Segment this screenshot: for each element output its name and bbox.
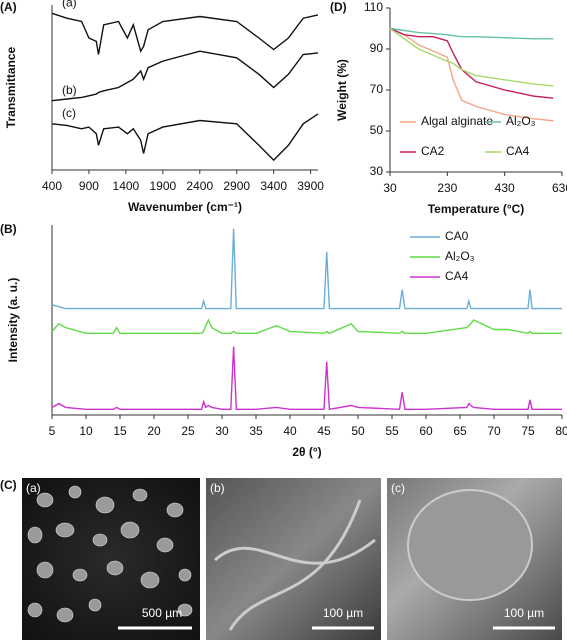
x-tick-label: 1400 <box>113 179 140 193</box>
legend-label: CA2 <box>421 144 445 158</box>
x-tick-label: 35 <box>249 424 263 438</box>
x-tick-label: 75 <box>521 424 535 438</box>
y-axis-label: Transmittance <box>4 46 18 128</box>
panel-label: (C) <box>0 478 17 492</box>
line-series <box>51 318 562 335</box>
line-series <box>389 27 554 99</box>
y-tick-label: 110 <box>364 0 383 14</box>
line-series <box>389 27 554 40</box>
annotation: (b) <box>62 83 77 97</box>
image-label: (c) <box>391 481 405 495</box>
legend-label: Al₂O₃ <box>506 114 536 128</box>
y-tick-label: 50 <box>370 123 384 137</box>
panel-label: (A) <box>0 0 17 14</box>
x-tick-label: 3900 <box>297 179 324 193</box>
x-tick-label: 80 <box>555 424 567 438</box>
scale-label: 100 µm <box>323 606 363 620</box>
y-tick-label: 30 <box>370 164 384 178</box>
line-series <box>389 27 554 87</box>
x-tick-label: 40 <box>283 424 297 438</box>
y-axis-label: Intensity (a. u.) <box>6 278 20 363</box>
x-tick-label: 50 <box>351 424 365 438</box>
x-tick-label: 230 <box>437 181 457 195</box>
line-series <box>51 228 562 310</box>
sheet-edge <box>214 499 376 631</box>
x-tick-label: 30 <box>215 424 229 438</box>
scale-label: 500 µm <box>142 606 182 620</box>
x-tick-label: 10 <box>79 424 93 438</box>
x-tick-label: 30 <box>383 181 397 195</box>
y-tick-label: 90 <box>370 41 384 55</box>
x-tick-label: 60 <box>419 424 433 438</box>
x-tick-label: 25 <box>181 424 195 438</box>
line-series <box>51 12 319 55</box>
legend-label: CA0 <box>445 229 469 243</box>
x-tick-label: 45 <box>317 424 331 438</box>
x-tick-label: 900 <box>79 179 99 193</box>
x-tick-label: 400 <box>42 179 62 193</box>
x-tick-label: 55 <box>385 424 399 438</box>
legend-label: CA4 <box>445 269 469 283</box>
x-tick-label: 20 <box>147 424 161 438</box>
annotation: (c) <box>62 106 76 120</box>
legend-label: Al₂O₃ <box>445 249 475 263</box>
line-series <box>51 113 319 162</box>
particles <box>27 485 193 623</box>
x-tick-label: 630 <box>552 181 567 195</box>
scale-label: 100 µm <box>504 606 544 620</box>
legend-label: Algal alginate <box>421 114 493 128</box>
x-tick-label: 65 <box>453 424 467 438</box>
x-tick-label: 15 <box>113 424 127 438</box>
x-tick-label: 430 <box>495 181 515 195</box>
x-tick-label: 5 <box>49 424 56 438</box>
x-tick-label: 1900 <box>149 179 176 193</box>
x-axis-label: Wavenumber (cm⁻¹) <box>128 200 242 214</box>
panel-label: (B) <box>0 222 17 236</box>
x-tick-label: 3400 <box>260 179 287 193</box>
y-axis-label: Weight (%) <box>335 59 349 121</box>
x-axis-label: 2θ (°) <box>292 445 321 459</box>
sem-panel: (C) <box>0 478 562 640</box>
legend-label: CA4 <box>506 144 530 158</box>
line-series <box>51 346 562 411</box>
y-tick-label: 70 <box>370 82 384 96</box>
image-label: (a) <box>26 481 41 495</box>
x-tick-label: 2400 <box>186 179 213 193</box>
x-tick-label: 2900 <box>223 179 250 193</box>
image-label: (b) <box>210 481 225 495</box>
particle <box>407 489 533 601</box>
line-series <box>51 50 319 102</box>
x-axis-label: Temperature (°C) <box>428 202 525 216</box>
annotation: (a) <box>62 0 77 9</box>
x-tick-label: 70 <box>487 424 501 438</box>
panel-label: (D) <box>330 0 347 14</box>
line-series <box>389 27 554 122</box>
